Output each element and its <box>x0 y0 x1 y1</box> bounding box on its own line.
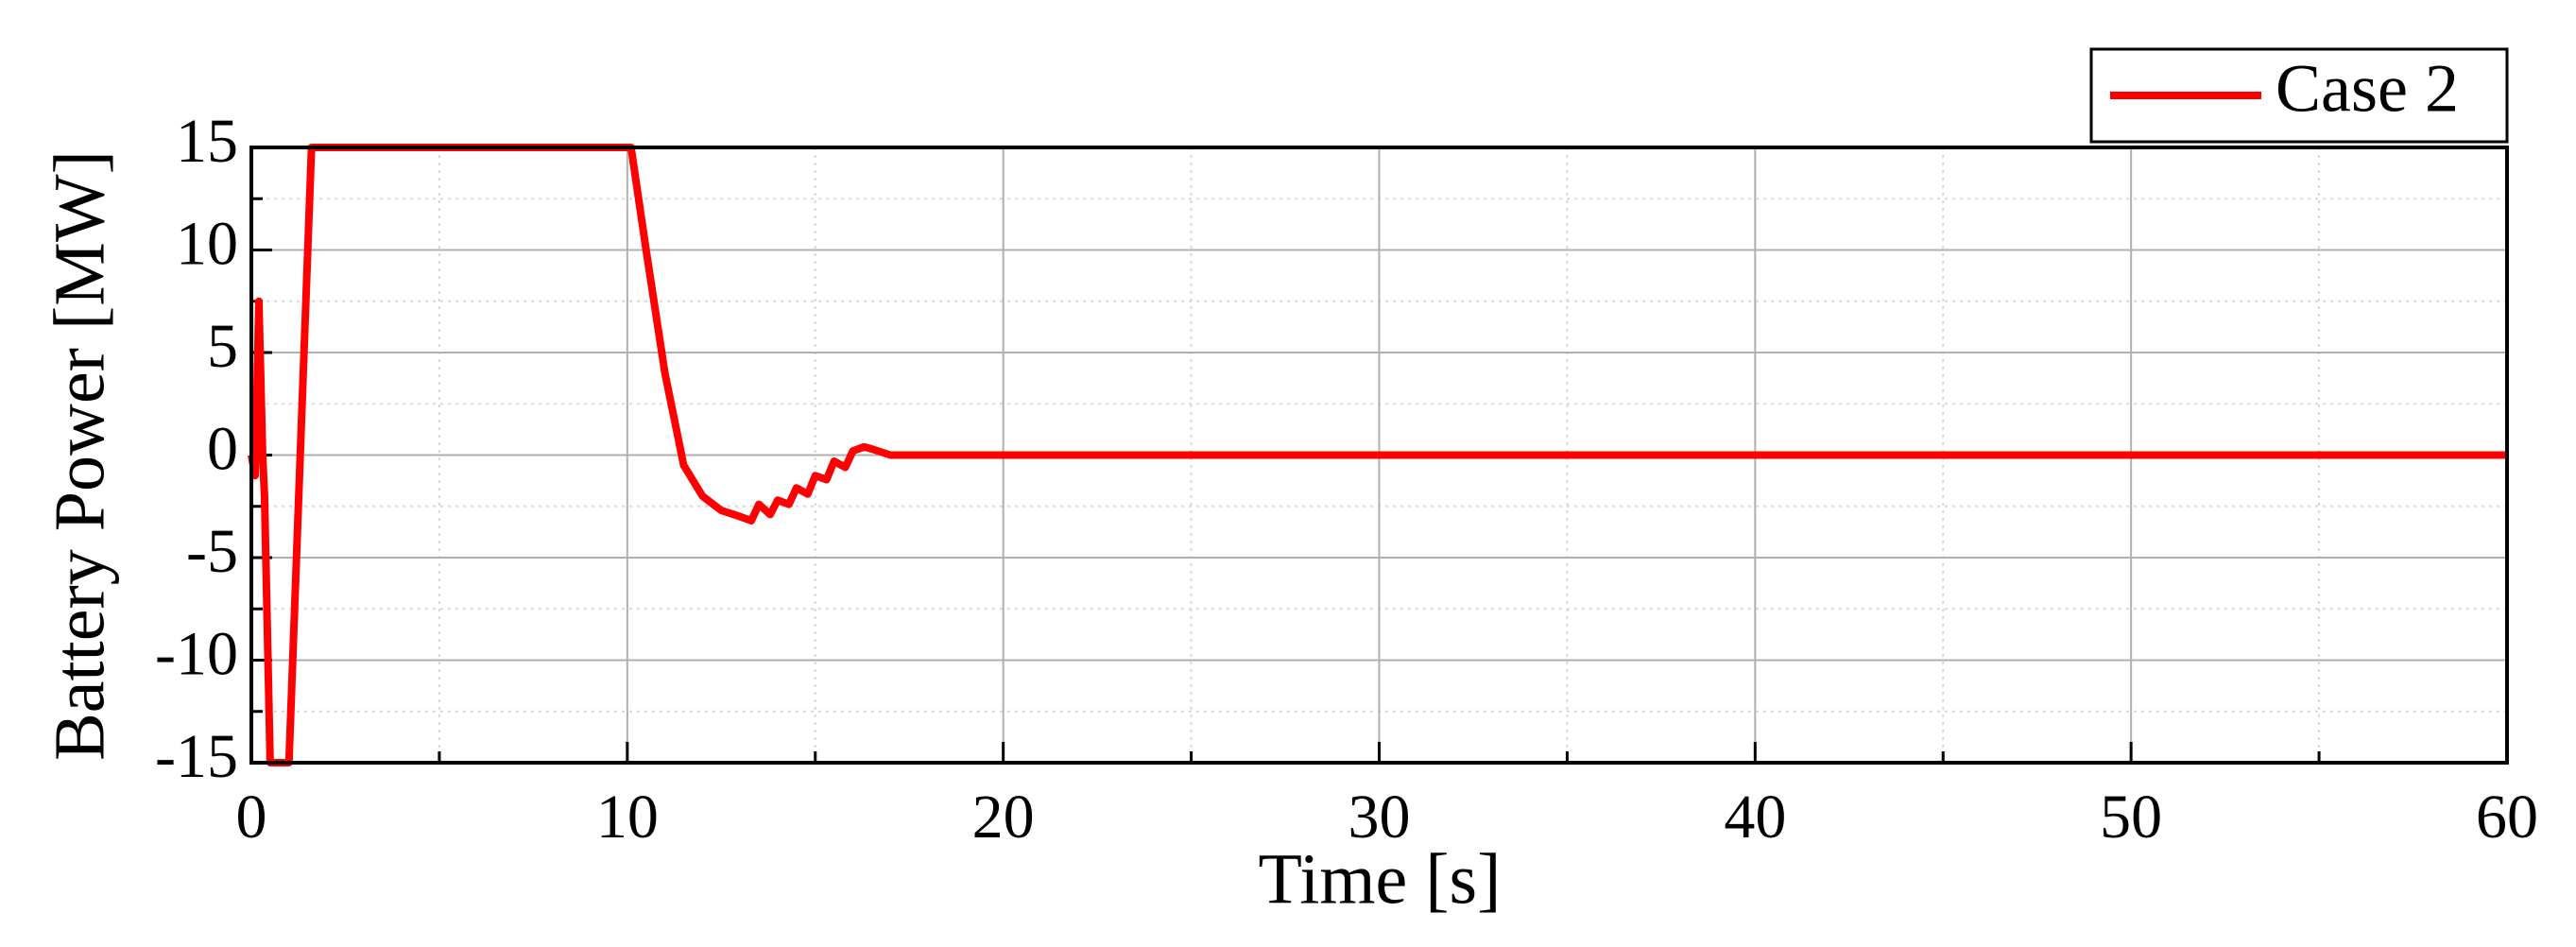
x-tick-label: 30 <box>1348 783 1411 852</box>
y-tick-label: 0 <box>207 415 238 484</box>
y-tick-label: 5 <box>207 312 238 381</box>
y-tick-label: -10 <box>155 620 238 689</box>
y-axis-title: Battery Power [MW] <box>40 150 119 761</box>
y-tick-label: 10 <box>176 210 238 279</box>
x-tick-label: 50 <box>2100 783 2162 852</box>
x-tick-label: 0 <box>236 783 267 852</box>
plot-frame <box>249 146 2509 765</box>
x-tick-label: 40 <box>1724 783 1786 852</box>
x-tick-label: 10 <box>596 783 659 852</box>
x-tick-label: 20 <box>972 783 1035 852</box>
x-axis-title: Time [s] <box>1259 839 1502 919</box>
x-tick-label: 60 <box>2476 783 2538 852</box>
y-tick-label: -15 <box>155 722 238 791</box>
y-tick-label: -5 <box>186 517 238 586</box>
y-tick-label: 15 <box>176 107 238 176</box>
legend: Case 2 <box>2089 47 2509 144</box>
legend-label: Case 2 <box>2275 51 2459 127</box>
